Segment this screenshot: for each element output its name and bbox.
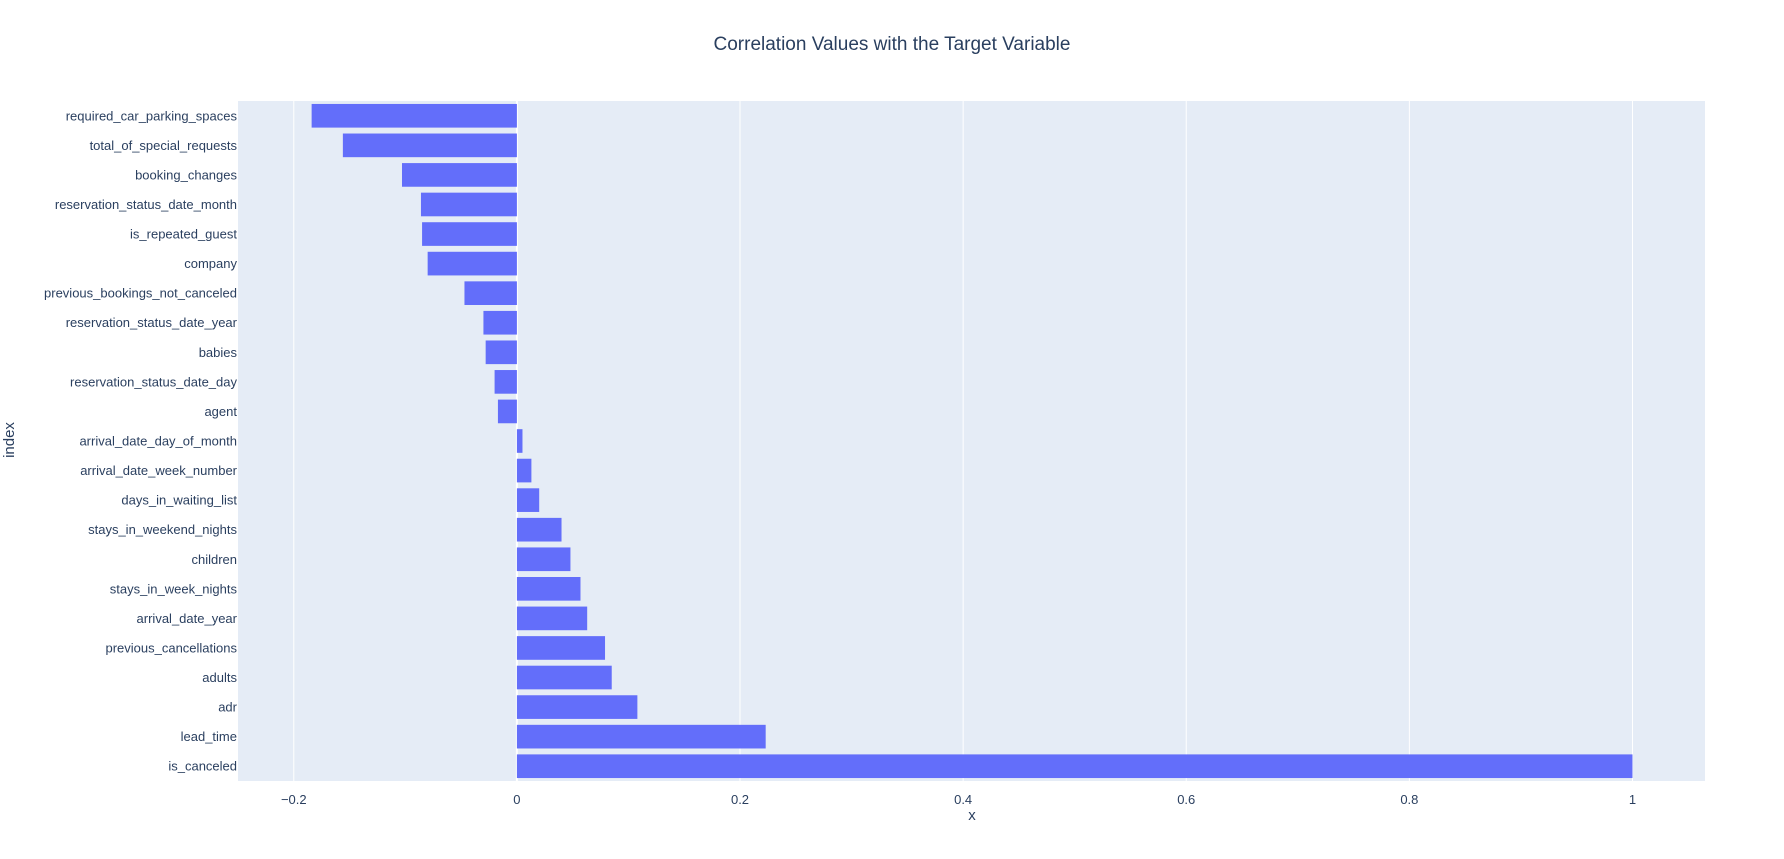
bar-agent[interactable] — [497, 399, 517, 424]
y-tick-label: arrival_date_year — [137, 611, 238, 626]
bar-reservation-status-date-month[interactable] — [420, 192, 517, 217]
bar-previous-bookings-not-canceled[interactable] — [464, 281, 517, 305]
y-tick-label: adults — [202, 670, 237, 685]
y-axis-title: index — [1, 422, 18, 458]
x-tick-label: 0.2 — [731, 792, 749, 807]
x-tick-labels: −0.2 0 0.2 0.4 0.6 0.8 1 — [281, 792, 1636, 807]
bar-stays-in-week-nights[interactable] — [516, 577, 581, 601]
bar-reservation-status-date-day[interactable] — [494, 370, 517, 394]
y-tick-label: arrival_date_week_number — [80, 463, 237, 478]
bar-adults[interactable] — [516, 665, 612, 690]
y-tick-labels: required_car_parking_spaces total_of_spec… — [44, 108, 238, 773]
x-tick-label: 1 — [1629, 792, 1636, 807]
bar-arrival-date-year[interactable] — [516, 606, 588, 631]
chart-title: Correlation Values with the Target Varia… — [714, 34, 1071, 55]
y-tick-label: stays_in_weekend_nights — [88, 522, 237, 537]
bar-babies[interactable] — [485, 340, 517, 365]
y-tick-label: reservation_status_date_day — [70, 374, 237, 389]
bar-children[interactable] — [516, 547, 571, 572]
bar-lead-time[interactable] — [516, 724, 766, 749]
x-tick-label: 0 — [513, 792, 520, 807]
y-tick-label: company — [184, 256, 237, 271]
x-tick-label: 0.6 — [1177, 792, 1195, 807]
bar-is-canceled[interactable] — [516, 754, 1633, 779]
y-tick-label: is_repeated_guest — [130, 227, 237, 242]
y-tick-label: adr — [218, 700, 237, 715]
y-tick-label: reservation_status_date_month — [55, 197, 237, 212]
bar-days-in-waiting-list[interactable] — [516, 488, 540, 512]
y-tick-label: total_of_special_requests — [90, 138, 238, 153]
bar-adr[interactable] — [516, 695, 638, 719]
y-tick-label: agent — [204, 404, 237, 419]
y-tick-label: booking_changes — [135, 167, 237, 182]
y-tick-label: days_in_waiting_list — [121, 493, 237, 508]
bar-is-repeated-guest[interactable] — [422, 222, 517, 246]
bar-arrival-date-day-of-month[interactable] — [516, 429, 523, 453]
y-tick-label: is_canceled — [168, 759, 237, 774]
bar-total-of-special-requests[interactable] — [342, 133, 517, 158]
y-tick-label: required_car_parking_spaces — [66, 108, 238, 123]
y-tick-label: previous_bookings_not_canceled — [44, 286, 237, 301]
bar-stays-in-weekend-nights[interactable] — [516, 517, 562, 542]
x-tick-label: −0.2 — [281, 792, 307, 807]
y-tick-label: stays_in_week_nights — [110, 581, 238, 596]
y-tick-label: previous_cancellations — [105, 640, 237, 655]
y-tick-label: children — [191, 552, 237, 567]
y-tick-label: reservation_status_date_year — [66, 315, 238, 330]
bar-previous-cancellations[interactable] — [516, 636, 606, 660]
bar-arrival-date-week-number[interactable] — [516, 458, 532, 483]
x-tick-label: 0.4 — [954, 792, 972, 807]
bar-required-car-parking-spaces[interactable] — [311, 103, 517, 128]
bar-booking-changes[interactable] — [401, 163, 517, 187]
bar-reservation-status-date-year[interactable] — [483, 310, 517, 335]
bar-company[interactable] — [427, 251, 517, 276]
bars — [311, 103, 1633, 779]
y-tick-label: arrival_date_day_of_month — [79, 434, 237, 449]
y-tick-label: babies — [199, 345, 238, 360]
x-tick-label: 0.8 — [1400, 792, 1418, 807]
y-tick-label: lead_time — [181, 729, 237, 744]
x-axis-title: x — [968, 807, 976, 824]
